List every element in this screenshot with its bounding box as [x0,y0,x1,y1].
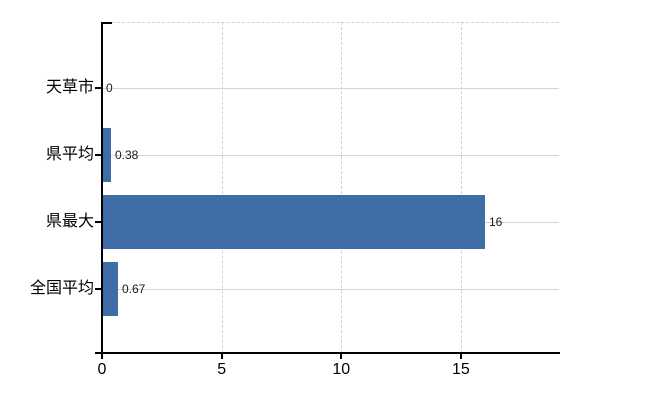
bar-3 [102,262,118,316]
x-tick-label-0: 0 [97,361,107,378]
horizontal-gridline [102,88,559,89]
horizontal-gridline [102,155,559,156]
category-label-3: 全国平均 [29,280,94,297]
category-label-2: 県最大 [45,213,94,230]
value-label-3: 0.67 [122,282,146,296]
chart-top-border [112,22,559,23]
x-tick-label-2: 10 [332,361,351,378]
y-axis-top-cap [101,22,112,24]
category-label-0: 天草市 [45,79,94,96]
y-axis-tick [95,154,102,156]
value-label-1: 0.38 [115,148,139,162]
x-axis-tick [459,353,462,359]
category-label-1: 県平均 [45,146,94,163]
x-tick-label-3: 15 [452,361,470,378]
value-label-2: 16 [489,215,503,229]
vertical-gridline [460,22,462,353]
y-axis [101,22,103,359]
vertical-gridline [221,22,223,353]
value-label-0: 0 [106,81,113,95]
y-axis-tick [95,288,102,290]
bar-2 [102,195,485,249]
x-axis-tick [220,353,223,359]
horizontal-gridline [102,289,559,290]
x-axis-tick [340,353,343,359]
vertical-gridline [341,22,343,353]
bar-1 [102,128,111,182]
y-axis-tick [95,87,102,89]
x-axis [95,352,560,354]
y-axis-tick [95,221,102,223]
x-tick-label-1: 5 [217,361,227,378]
